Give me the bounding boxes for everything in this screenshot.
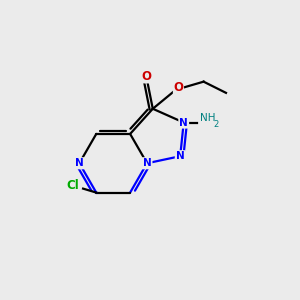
Text: Cl: Cl [66,179,79,192]
Text: NH: NH [200,113,215,123]
Text: 2: 2 [214,119,219,128]
Text: O: O [173,81,184,94]
Text: O: O [141,70,152,83]
Text: N: N [75,158,84,168]
Text: N: N [143,158,152,168]
Text: N: N [176,151,184,161]
Text: N: N [179,118,188,128]
